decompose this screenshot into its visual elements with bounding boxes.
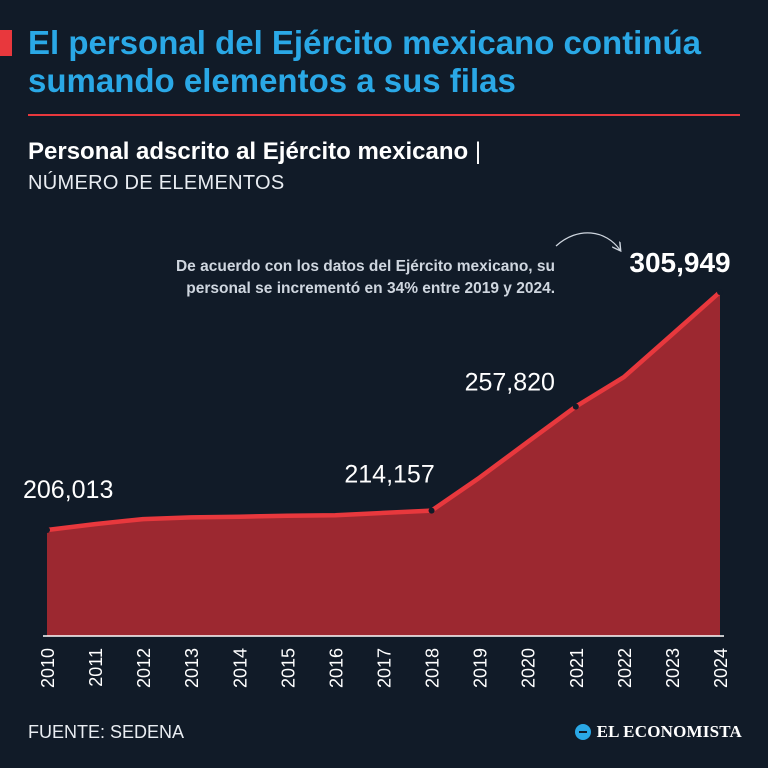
- x-tick-label: 2014: [230, 648, 250, 688]
- data-point: [428, 507, 435, 514]
- annotation-line-1: De acuerdo con los datos del Ejército me…: [176, 258, 555, 275]
- chart-title-text: Personal adscrito al Ejército mexicano: [28, 138, 469, 165]
- x-tick-label: 2020: [519, 648, 539, 688]
- x-tick-label: 2016: [326, 648, 346, 688]
- data-label: 214,157: [344, 461, 434, 489]
- x-tick-label: 2023: [663, 648, 683, 688]
- x-tick-label: 2024: [711, 648, 731, 688]
- logo-icon: [574, 724, 591, 740]
- series-line: [44, 289, 723, 533]
- headline-divider: [28, 114, 740, 116]
- data-label: 305,949: [629, 247, 730, 278]
- data-point: [572, 403, 579, 410]
- x-tick-label: 2018: [423, 648, 443, 688]
- accent-bar: [0, 30, 12, 56]
- x-tick-label: 2011: [86, 648, 106, 687]
- plot-area: 2010 2011 2012 2013 2014 2015 2016 2017 2018 2019…: [23, 247, 731, 688]
- x-tick-label: 2017: [375, 648, 395, 688]
- x-tick-label: 2021: [567, 648, 587, 688]
- x-tick-label: 2022: [615, 648, 635, 688]
- area-fill: [47, 292, 720, 636]
- logo-text: EL ECONOMISTA: [596, 722, 742, 741]
- source-note: FUENTE: SEDENA: [28, 722, 185, 742]
- data-label: 257,820: [465, 369, 555, 397]
- annotation-arrow: [555, 232, 620, 250]
- x-tick-label: 2019: [471, 648, 491, 688]
- x-tick-label: 2012: [134, 648, 154, 688]
- data-point: [44, 527, 50, 533]
- x-tick-label: 2015: [278, 648, 298, 688]
- x-tick-label: 2010: [38, 648, 58, 688]
- chart-title: Personal adscrito al Ejército mexicano |: [28, 138, 481, 166]
- chart-title-separator: |: [474, 138, 482, 165]
- x-tick-label: 2013: [182, 648, 202, 688]
- data-label: 206,013: [23, 476, 113, 504]
- publisher-logo: EL ECONOMISTA: [574, 722, 742, 742]
- data-point: [717, 289, 723, 295]
- chart-subtitle: NÚMERO DE ELEMENTOS: [28, 172, 285, 194]
- headline: El personal del Ejército mexicano contin…: [28, 24, 702, 99]
- annotation-line-2: personal se incrementó en 34% entre 2019…: [186, 280, 555, 297]
